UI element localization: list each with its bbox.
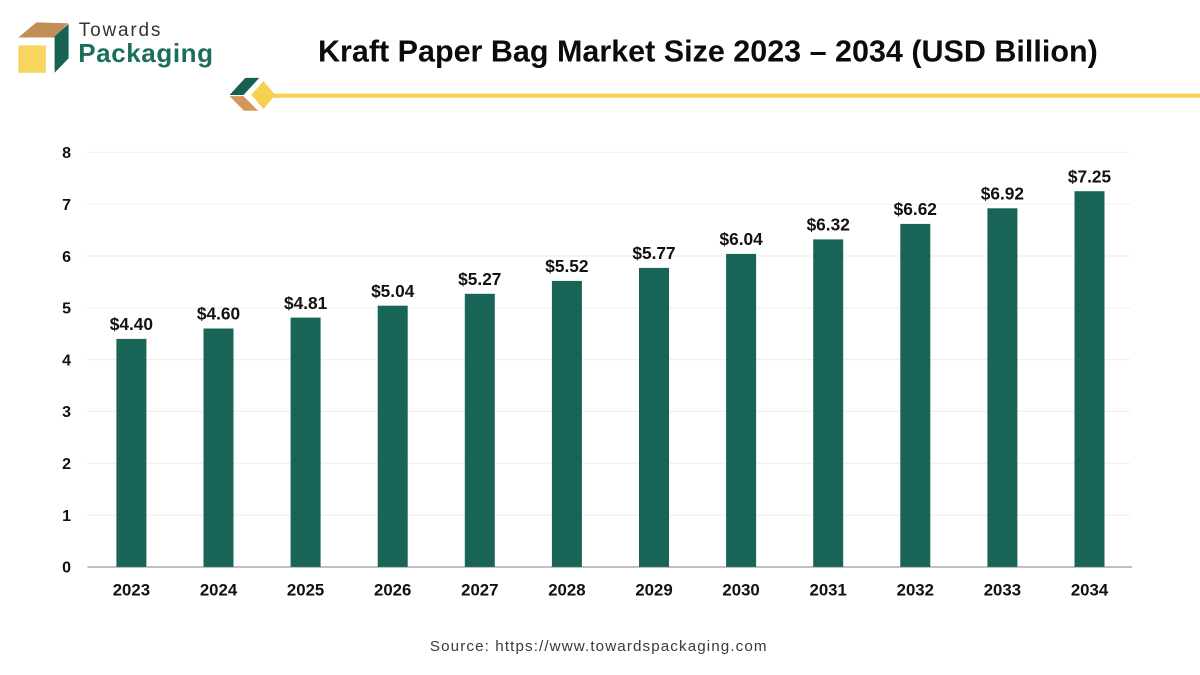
svg-text:Source: https://www.towardspac: Source: https://www.towardspackaging.com xyxy=(430,638,768,655)
svg-text:5: 5 xyxy=(62,301,71,318)
svg-text:7: 7 xyxy=(62,197,71,214)
svg-text:2031: 2031 xyxy=(810,581,847,600)
svg-text:0: 0 xyxy=(62,560,71,577)
svg-text:2026: 2026 xyxy=(374,581,411,600)
svg-text:$4.40: $4.40 xyxy=(110,314,153,334)
svg-text:2027: 2027 xyxy=(461,581,498,600)
svg-text:2024: 2024 xyxy=(200,581,238,600)
svg-text:6: 6 xyxy=(62,249,71,266)
svg-text:4: 4 xyxy=(62,352,71,369)
svg-text:2: 2 xyxy=(62,456,71,473)
svg-text:2029: 2029 xyxy=(635,581,672,600)
svg-text:$4.60: $4.60 xyxy=(197,304,240,324)
svg-text:Kraft Paper Bag Market Size 20: Kraft Paper Bag Market Size 2023 – 2034 … xyxy=(318,34,1098,68)
svg-text:2034: 2034 xyxy=(1071,581,1109,600)
svg-text:$5.77: $5.77 xyxy=(632,243,675,263)
svg-text:$6.62: $6.62 xyxy=(894,199,937,219)
svg-text:$7.25: $7.25 xyxy=(1068,166,1112,186)
svg-text:8: 8 xyxy=(62,145,71,162)
svg-text:Towards: Towards xyxy=(79,20,162,41)
svg-text:2032: 2032 xyxy=(897,581,934,600)
svg-text:$5.27: $5.27 xyxy=(458,269,501,289)
svg-text:$6.04: $6.04 xyxy=(719,229,763,249)
svg-text:$5.04: $5.04 xyxy=(371,281,415,301)
svg-text:$5.52: $5.52 xyxy=(545,256,588,276)
svg-text:3: 3 xyxy=(62,404,71,421)
svg-text:2030: 2030 xyxy=(722,581,759,600)
svg-text:2023: 2023 xyxy=(113,581,150,600)
svg-text:$6.32: $6.32 xyxy=(807,215,850,235)
svg-text:2028: 2028 xyxy=(548,581,585,600)
svg-text:$6.92: $6.92 xyxy=(981,184,1024,204)
svg-text:2033: 2033 xyxy=(984,581,1021,600)
svg-text:2025: 2025 xyxy=(287,581,324,600)
svg-text:$4.81: $4.81 xyxy=(284,293,328,313)
svg-text:1: 1 xyxy=(62,508,71,525)
svg-text:Packaging: Packaging xyxy=(78,38,213,68)
